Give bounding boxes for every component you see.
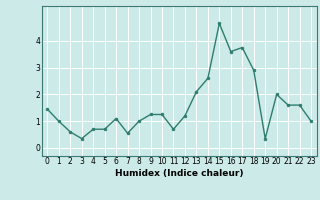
X-axis label: Humidex (Indice chaleur): Humidex (Indice chaleur): [115, 169, 244, 178]
